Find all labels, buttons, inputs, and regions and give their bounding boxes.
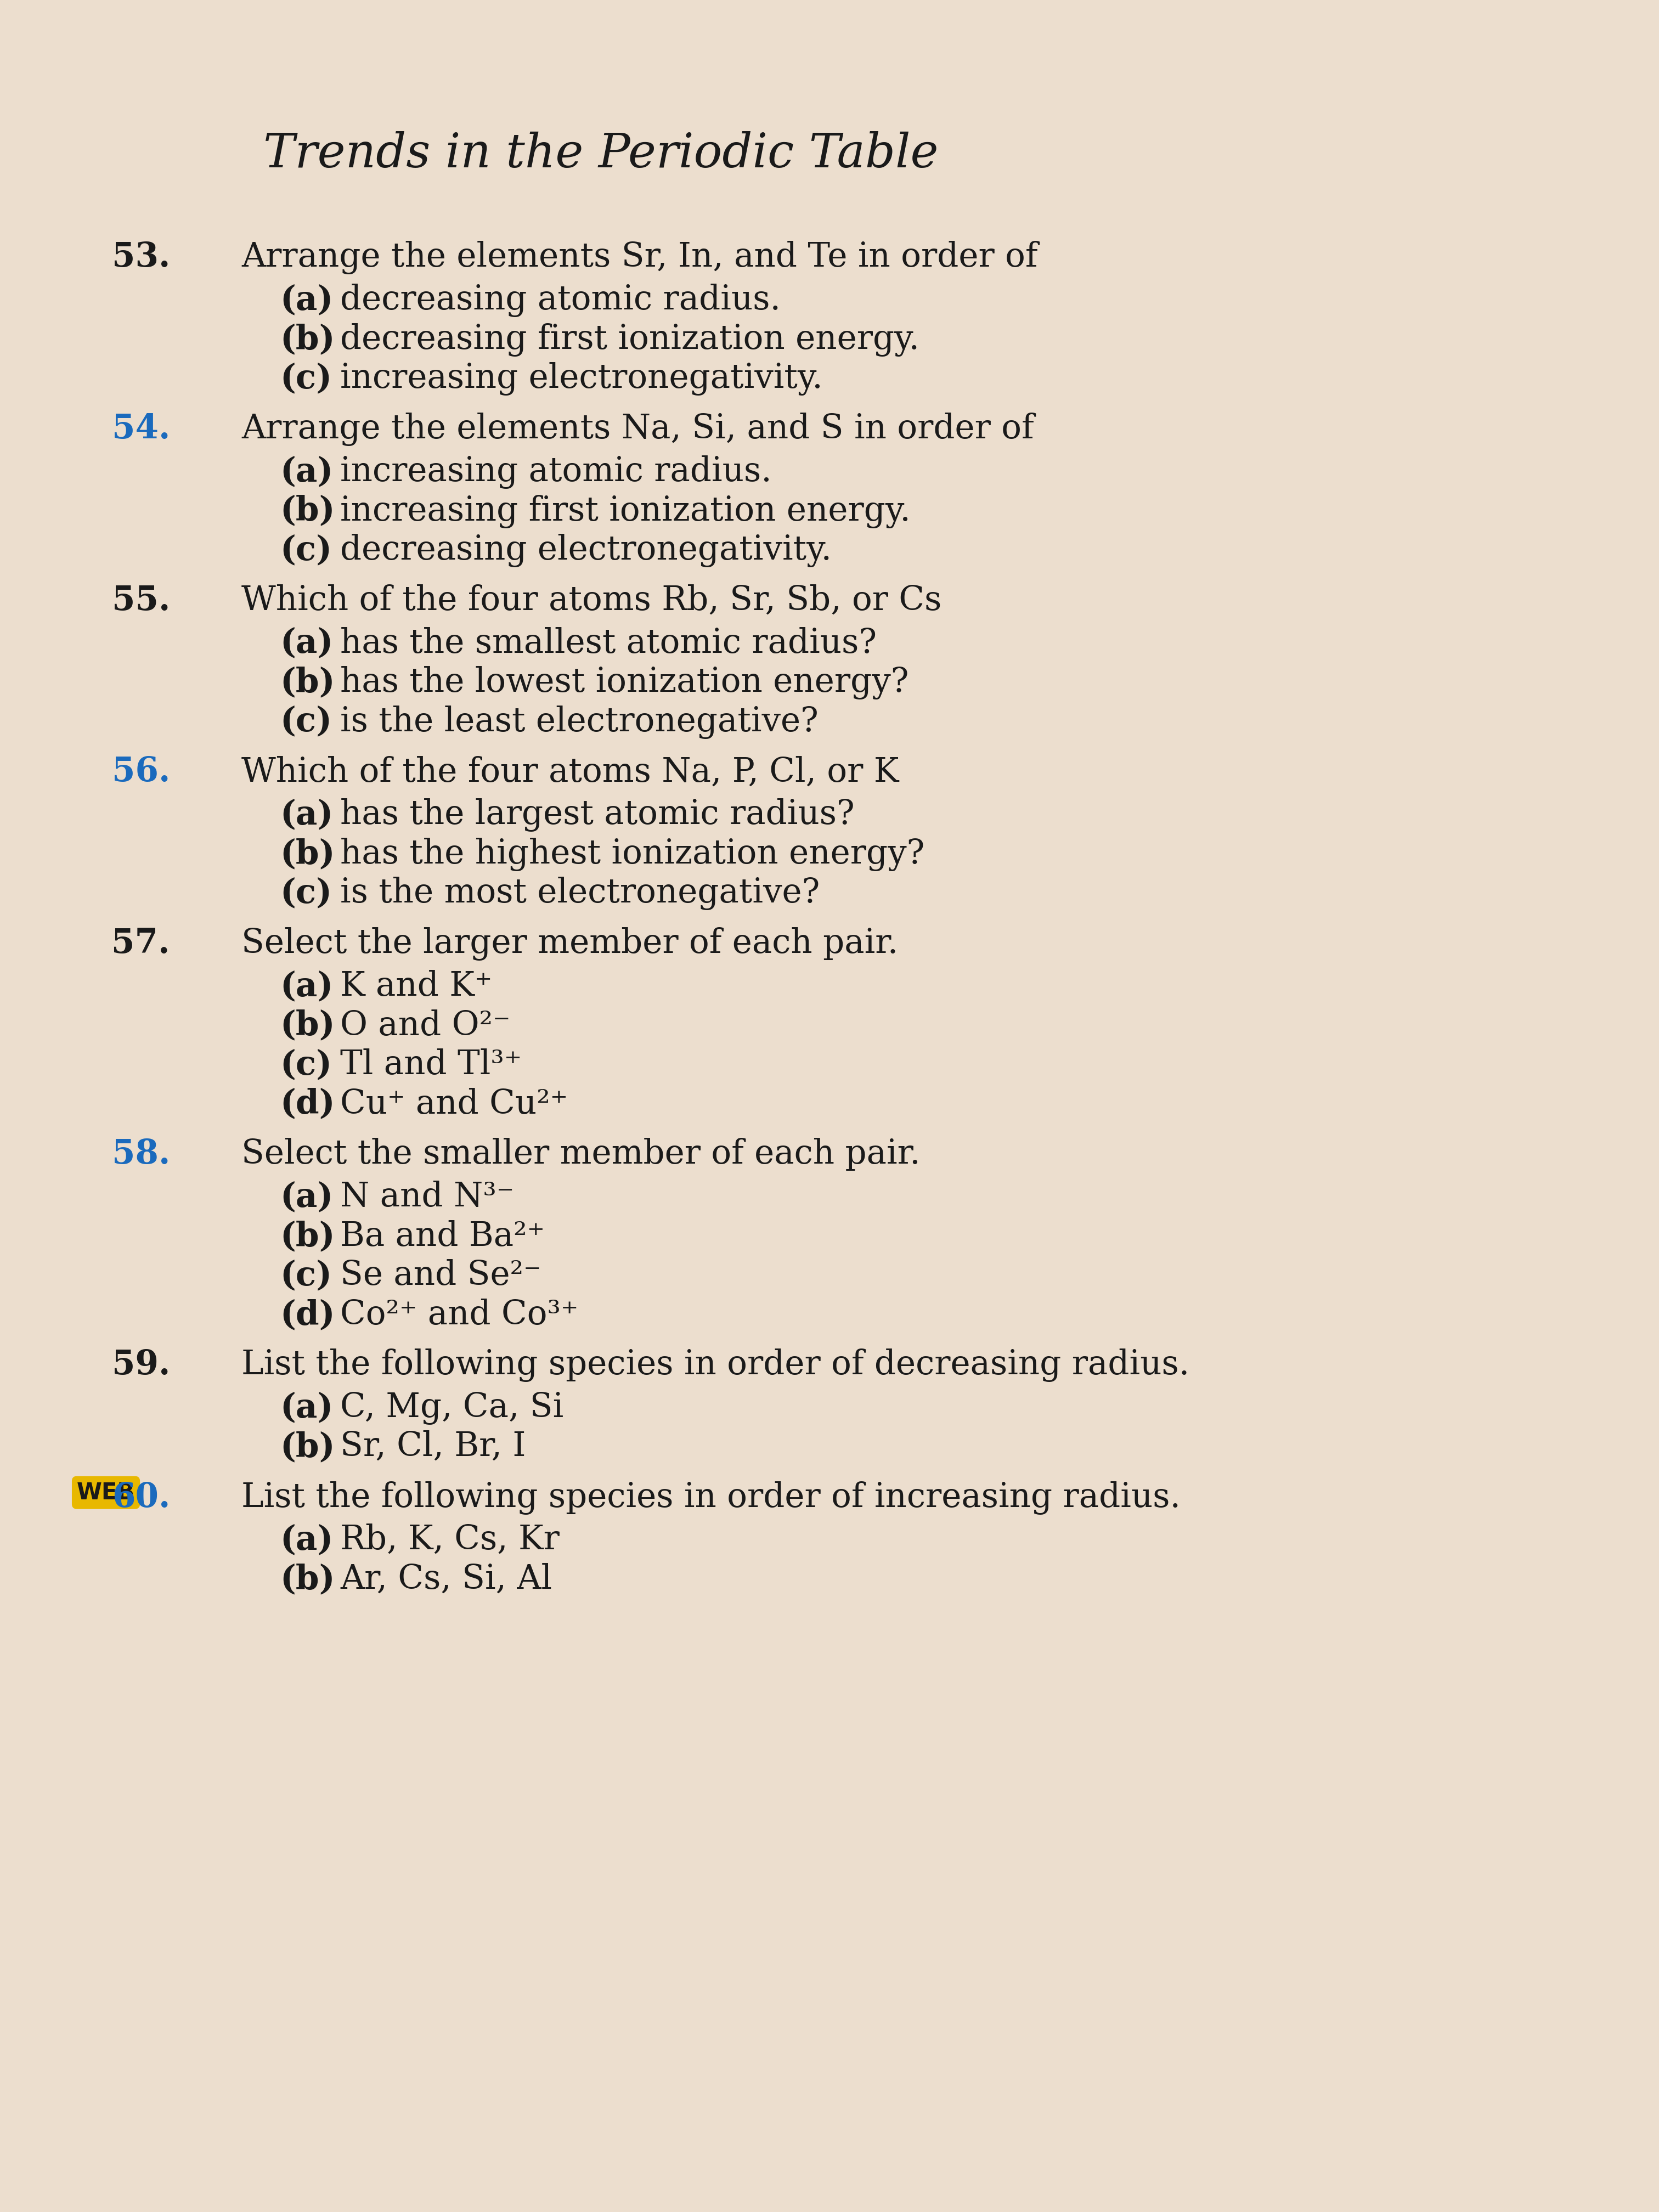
Text: (a): (a)	[280, 1181, 333, 1214]
Text: List the following species in order of decreasing radius.: List the following species in order of d…	[242, 1349, 1190, 1383]
Text: increasing electronegativity.: increasing electronegativity.	[340, 363, 823, 396]
Text: Arrange the elements Na, Si, and S in order of: Arrange the elements Na, Si, and S in or…	[242, 411, 1034, 447]
Text: (d): (d)	[280, 1088, 335, 1121]
Text: increasing first ionization energy.: increasing first ionization energy.	[340, 495, 911, 529]
Text: (c): (c)	[280, 1259, 332, 1292]
Text: is the most electronegative?: is the most electronegative?	[340, 876, 820, 911]
Text: Which of the four atoms Rb, Sr, Sb, or Cs: Which of the four atoms Rb, Sr, Sb, or C…	[242, 584, 942, 617]
Text: decreasing electronegativity.: decreasing electronegativity.	[340, 533, 831, 566]
Text: increasing atomic radius.: increasing atomic radius.	[340, 456, 771, 489]
Text: O and O²⁻: O and O²⁻	[340, 1009, 511, 1042]
Text: has the lowest ionization energy?: has the lowest ionization energy?	[340, 666, 909, 699]
Text: (b): (b)	[280, 1221, 335, 1252]
Text: 56.: 56.	[111, 757, 171, 787]
Text: (a): (a)	[280, 456, 333, 489]
Text: WEB: WEB	[76, 1482, 134, 1504]
Text: (b): (b)	[280, 1431, 335, 1464]
Text: N and N³⁻: N and N³⁻	[340, 1181, 514, 1214]
Text: Sr, Cl, Br, I: Sr, Cl, Br, I	[340, 1431, 526, 1464]
Text: (c): (c)	[280, 1048, 332, 1082]
Text: has the largest atomic radius?: has the largest atomic radius?	[340, 799, 854, 832]
Text: Se and Se²⁻: Se and Se²⁻	[340, 1259, 541, 1292]
Text: (c): (c)	[280, 706, 332, 739]
Text: 55.: 55.	[111, 584, 171, 617]
Text: 54.: 54.	[111, 411, 171, 445]
Text: (a): (a)	[280, 971, 333, 1002]
Text: (b): (b)	[280, 666, 335, 699]
Text: Arrange the elements Sr, In, and Te in order of: Arrange the elements Sr, In, and Te in o…	[242, 241, 1037, 274]
Text: (b): (b)	[280, 323, 335, 356]
Text: 59.: 59.	[111, 1349, 171, 1383]
Text: (c): (c)	[280, 533, 332, 566]
Text: (b): (b)	[280, 838, 335, 872]
Text: K and K⁺: K and K⁺	[340, 971, 493, 1002]
Text: (a): (a)	[280, 799, 333, 832]
Text: (a): (a)	[280, 626, 333, 659]
Text: 60.: 60.	[111, 1482, 171, 1513]
Text: decreasing atomic radius.: decreasing atomic radius.	[340, 283, 781, 316]
Text: (c): (c)	[280, 363, 332, 396]
Text: has the highest ionization energy?: has the highest ionization energy?	[340, 838, 924, 872]
Text: is the least electronegative?: is the least electronegative?	[340, 706, 818, 739]
Text: (c): (c)	[280, 876, 332, 909]
Text: (b): (b)	[280, 495, 335, 526]
Text: 57.: 57.	[111, 927, 171, 960]
Text: (a): (a)	[280, 283, 333, 316]
Text: (a): (a)	[280, 1524, 333, 1557]
Text: (a): (a)	[280, 1391, 333, 1425]
Text: Trends in the Periodic Table: Trends in the Periodic Table	[264, 133, 939, 177]
Text: Select the smaller member of each pair.: Select the smaller member of each pair.	[242, 1137, 921, 1170]
Text: 53.: 53.	[111, 241, 171, 274]
Text: Which of the four atoms Na, P, Cl, or K: Which of the four atoms Na, P, Cl, or K	[242, 757, 899, 787]
Text: 58.: 58.	[111, 1137, 171, 1170]
Text: Ar, Cs, Si, Al: Ar, Cs, Si, Al	[340, 1564, 552, 1597]
Text: (d): (d)	[280, 1298, 335, 1332]
Text: (b): (b)	[280, 1564, 335, 1597]
Text: decreasing first ionization energy.: decreasing first ionization energy.	[340, 323, 919, 356]
Text: Co²⁺ and Co³⁺: Co²⁺ and Co³⁺	[340, 1298, 579, 1332]
Text: Tl and Tl³⁺: Tl and Tl³⁺	[340, 1048, 523, 1082]
Text: has the smallest atomic radius?: has the smallest atomic radius?	[340, 626, 876, 659]
Text: Ba and Ba²⁺: Ba and Ba²⁺	[340, 1221, 544, 1252]
Text: Cu⁺ and Cu²⁺: Cu⁺ and Cu²⁺	[340, 1088, 567, 1121]
Text: C, Mg, Ca, Si: C, Mg, Ca, Si	[340, 1391, 564, 1425]
Text: Select the larger member of each pair.: Select the larger member of each pair.	[242, 927, 898, 960]
Text: Rb, K, Cs, Kr: Rb, K, Cs, Kr	[340, 1524, 559, 1557]
Text: (b): (b)	[280, 1009, 335, 1042]
Text: List the following species in order of increasing radius.: List the following species in order of i…	[242, 1482, 1181, 1515]
